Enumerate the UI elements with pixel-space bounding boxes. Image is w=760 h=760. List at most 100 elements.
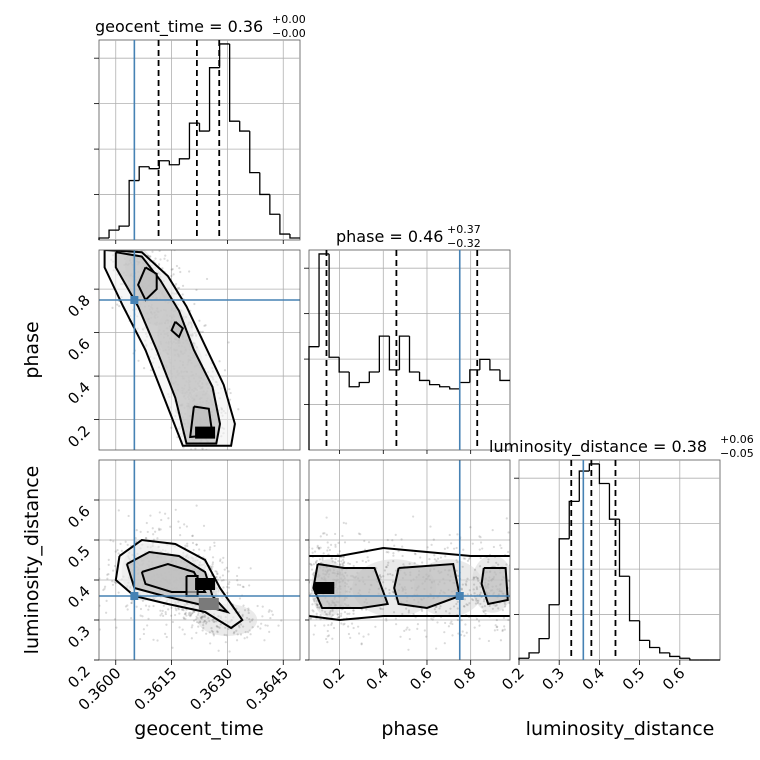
histogram-bin bbox=[348, 371, 360, 388]
sample-point bbox=[416, 627, 419, 630]
sample-point bbox=[184, 544, 187, 547]
sample-point bbox=[348, 612, 351, 615]
sample-point bbox=[266, 624, 269, 627]
sample-point bbox=[481, 605, 484, 608]
sample-point bbox=[478, 565, 482, 568]
sample-point bbox=[237, 408, 240, 411]
sample-point bbox=[330, 622, 333, 625]
sample-point bbox=[448, 533, 451, 537]
sample-point bbox=[151, 250, 154, 253]
histogram-bin bbox=[398, 335, 410, 370]
sample-point bbox=[222, 579, 225, 582]
sample-point bbox=[114, 581, 117, 585]
sample-point bbox=[451, 622, 454, 626]
sample-point bbox=[116, 549, 119, 552]
sample-point bbox=[352, 609, 355, 612]
sample-point bbox=[455, 602, 458, 606]
panel-frame bbox=[308, 459, 511, 661]
sample-point bbox=[462, 605, 466, 608]
panel-title-luminosity-distance-minus: −0.05 bbox=[720, 447, 754, 460]
sample-point bbox=[242, 625, 245, 628]
sample-point bbox=[342, 564, 345, 567]
sample-point bbox=[198, 319, 201, 322]
sample-point bbox=[152, 604, 155, 608]
panel-title-geocent-time: geocent_time = 0.36 bbox=[95, 17, 263, 37]
sample-point bbox=[189, 614, 192, 618]
sample-point bbox=[337, 616, 340, 619]
sample-point bbox=[193, 619, 196, 622]
sample-point bbox=[401, 612, 404, 616]
sample-point bbox=[175, 282, 178, 286]
sample-point bbox=[329, 543, 333, 546]
sample-point bbox=[239, 583, 242, 587]
sample-point bbox=[374, 625, 377, 628]
sample-point bbox=[392, 552, 395, 555]
sample-point bbox=[249, 633, 252, 636]
sample-point bbox=[452, 605, 456, 608]
sample-point bbox=[503, 628, 506, 631]
sample-point bbox=[106, 577, 109, 580]
histogram-bin bbox=[518, 657, 530, 660]
histogram-bin bbox=[178, 158, 190, 165]
sample-point bbox=[107, 558, 110, 561]
sample-point bbox=[189, 614, 193, 617]
histogram-bin bbox=[308, 346, 320, 450]
sample-point bbox=[245, 616, 249, 620]
sample-point bbox=[237, 624, 241, 627]
sample-point bbox=[152, 638, 155, 641]
sample-point bbox=[391, 573, 394, 577]
sample-point bbox=[304, 593, 306, 595]
sample-point bbox=[176, 436, 179, 439]
sample-point bbox=[340, 560, 343, 563]
sample-point bbox=[402, 563, 405, 566]
sample-point bbox=[312, 610, 315, 613]
sample-point bbox=[532, 531, 534, 533]
sample-point bbox=[347, 632, 351, 636]
histogram-bin bbox=[358, 381, 370, 387]
sample-point bbox=[322, 532, 325, 535]
sample-point bbox=[386, 538, 389, 542]
sample-point bbox=[433, 558, 436, 561]
sample-point bbox=[199, 330, 202, 333]
density-peak bbox=[198, 598, 219, 610]
sample-point bbox=[475, 597, 478, 600]
sample-point bbox=[384, 587, 387, 590]
sample-point bbox=[482, 610, 485, 614]
sample-point bbox=[227, 341, 230, 344]
sample-point bbox=[189, 613, 192, 616]
sample-point bbox=[154, 257, 157, 260]
x-axis-label-luminosity-distance: luminosity_distance bbox=[526, 718, 715, 740]
sample-point bbox=[457, 574, 460, 578]
sample-point bbox=[443, 547, 446, 550]
sample-point bbox=[479, 536, 482, 539]
sample-point bbox=[326, 549, 329, 552]
x-tick-label: 0.8 bbox=[450, 664, 480, 694]
sample-point bbox=[195, 631, 198, 635]
sample-point bbox=[342, 561, 345, 565]
sample-point bbox=[497, 563, 500, 566]
sample-point bbox=[214, 570, 217, 573]
sample-point bbox=[483, 598, 486, 601]
contour-line bbox=[170, 320, 185, 339]
sample-point bbox=[199, 616, 203, 619]
sample-point bbox=[328, 548, 331, 552]
sample-point bbox=[326, 541, 329, 544]
sample-point bbox=[316, 546, 319, 549]
sample-point bbox=[186, 542, 189, 545]
sample-point bbox=[323, 610, 327, 613]
sample-point bbox=[482, 609, 485, 612]
sample-point bbox=[251, 626, 254, 629]
sample-point bbox=[216, 572, 219, 575]
sample-point bbox=[130, 601, 133, 605]
sample-point bbox=[378, 575, 381, 578]
sample-point bbox=[184, 617, 187, 620]
sample-point bbox=[336, 553, 339, 556]
sample-point bbox=[203, 614, 206, 617]
sample-point bbox=[197, 621, 200, 624]
sample-point bbox=[235, 639, 239, 642]
sample-point bbox=[479, 591, 482, 594]
sample-point bbox=[203, 549, 206, 552]
sample-point bbox=[321, 609, 324, 612]
sample-point bbox=[316, 603, 319, 606]
density-peak bbox=[314, 582, 335, 594]
